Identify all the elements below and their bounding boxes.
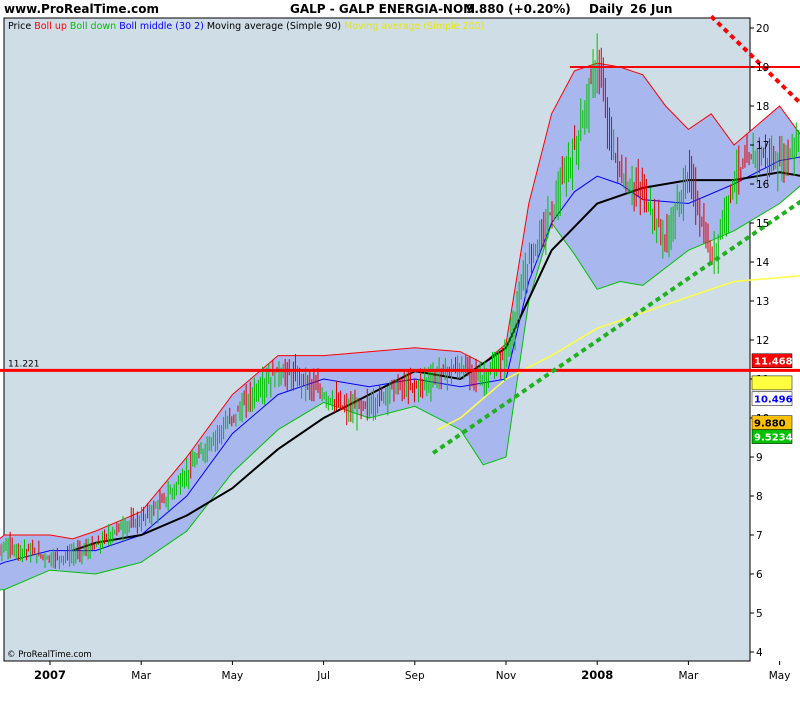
price-tag-box: [751, 391, 793, 406]
y-tick-label: 5: [756, 608, 763, 620]
y-tick-label: 6: [756, 569, 763, 581]
ma90-line: [72, 171, 800, 552]
y-tick-label: 17: [756, 140, 769, 152]
price-tag: 9.5234: [754, 433, 793, 444]
y-tick-label: 16: [756, 179, 770, 191]
site-label[interactable]: www.ProRealTime.com: [4, 2, 159, 16]
watermark: © ProRealTime.com: [7, 650, 92, 660]
x-tick-label: May: [769, 670, 791, 682]
y-tick-label: 8: [756, 491, 763, 503]
legend-item: Boll middle (30 2): [116, 21, 204, 32]
period-label: Daily: [589, 2, 623, 16]
y-tick-label: 19: [756, 62, 769, 74]
last-price-label: 9.880 (+0.20%): [466, 2, 571, 16]
bollinger-band-fill: [0, 63, 800, 590]
x-tick-label: May: [222, 670, 244, 682]
y-tick-label: 18: [756, 101, 769, 113]
x-tick-label: 2008: [581, 668, 613, 682]
price-tag-box: [751, 429, 793, 444]
y-tick-label: 7: [756, 530, 763, 542]
price-tag-box: [751, 353, 793, 368]
legend-item: Price: [8, 21, 31, 32]
x-tick-label: Mar: [131, 670, 151, 682]
price-tag: 11.468: [754, 357, 793, 368]
trendline-green-uptrend: [431, 199, 800, 455]
y-tick-label: 15: [756, 218, 769, 230]
symbol-label: GALP - GALP ENERGIA-NOM: [290, 2, 475, 16]
x-tick-label: Mar: [678, 670, 698, 682]
boll-up-line: [0, 62, 800, 540]
y-tick-label: 12: [756, 335, 769, 347]
ma200-line: [437, 275, 800, 431]
boll-middle-line: [0, 156, 800, 565]
x-tick-label: Jul: [316, 670, 330, 682]
price-tag: 10.9: [754, 379, 779, 390]
price-tag: 9.880: [754, 419, 786, 430]
level-label-11221: 11.221: [8, 359, 40, 369]
y-tick-label: 13: [756, 296, 769, 308]
legend-item: Boll down: [67, 21, 116, 32]
date-label: 26 Jun: [630, 2, 672, 16]
legend-item: Moving average (Simple 200): [341, 21, 484, 32]
y-tick-label: 14: [756, 257, 770, 269]
price-tag-box: [751, 375, 793, 391]
y-tick-label: 9: [756, 452, 763, 464]
legend-item: Boll up: [31, 21, 67, 32]
x-tick-label: 2007: [34, 668, 66, 682]
legend-item: Moving average (Simple 90): [204, 21, 341, 32]
indicator-legend: Price Boll up Boll down Boll middle (30 …: [8, 21, 484, 32]
boll-down-line: [0, 185, 800, 591]
y-tick-label: 20: [756, 23, 769, 35]
x-tick-label: Sep: [405, 670, 425, 682]
price-tag: 10.496: [754, 395, 793, 406]
x-tick-label: Nov: [496, 670, 517, 682]
y-tick-label: 4: [756, 647, 763, 659]
